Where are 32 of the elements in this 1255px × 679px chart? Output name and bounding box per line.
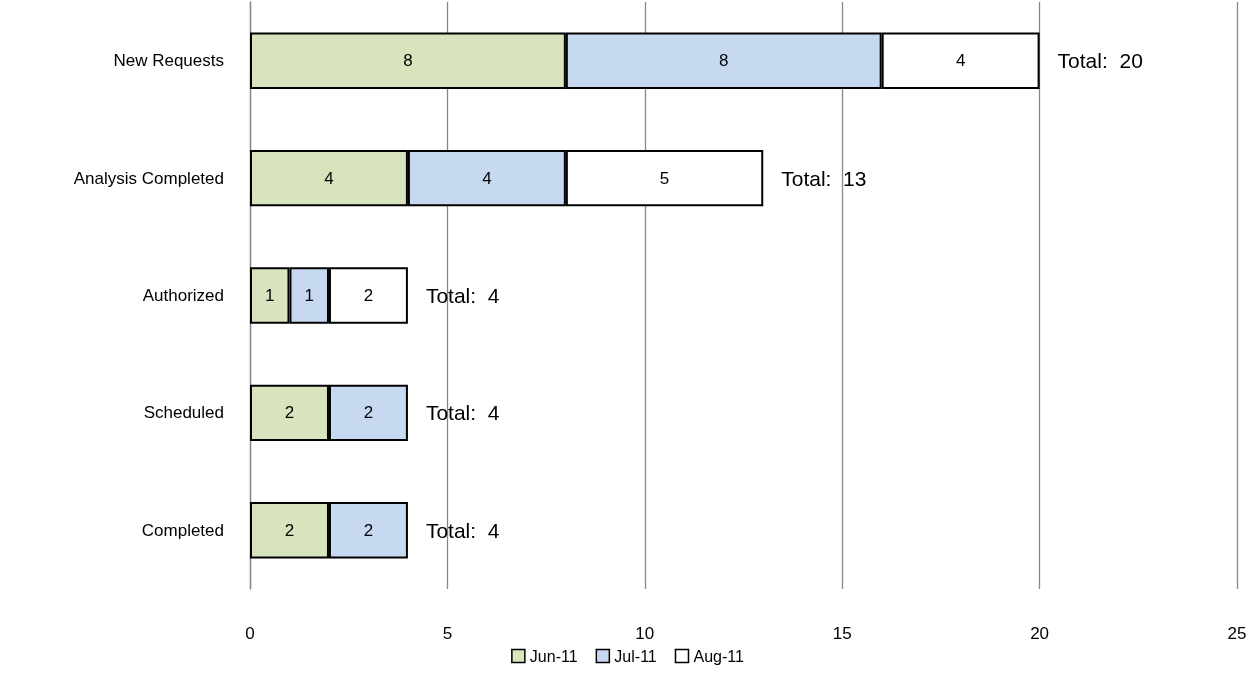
x-tick-label: 10: [635, 624, 655, 643]
total-label: Total: 4: [425, 518, 500, 542]
x-tick-label: 20: [1030, 624, 1050, 643]
y-tick-label: Authorized: [142, 286, 224, 305]
y-tick-label: New Requests: [113, 51, 224, 71]
total-label: Total: 20: [1057, 49, 1143, 73]
legend-label: Jun-11: [529, 647, 578, 665]
data-label: 8: [719, 51, 729, 71]
data-label: 8: [403, 51, 413, 71]
data-label: 1: [265, 286, 275, 305]
data-label: 4: [482, 168, 492, 188]
y-tick-label: Scheduled: [143, 403, 224, 423]
total-label: Total: 4: [425, 401, 500, 425]
legend-label: Aug-11: [693, 647, 744, 665]
total-label: Total: 13: [781, 166, 867, 190]
total-label: Total: 4: [425, 284, 500, 307]
data-label: 2: [284, 403, 295, 423]
data-label: 4: [955, 51, 966, 71]
x-tick-label: 15: [832, 624, 852, 643]
data-label: 5: [659, 168, 670, 188]
data-label: 2: [363, 403, 374, 423]
data-label: 2: [363, 520, 374, 540]
data-label: 1: [304, 286, 314, 305]
data-label: 4: [324, 168, 334, 188]
legend-label: Jul-11: [614, 647, 657, 665]
y-tick-label: Completed: [141, 520, 224, 540]
y-tick-label: Analysis Completed: [73, 168, 224, 188]
data-label: 2: [363, 286, 374, 305]
x-tick-label: 0: [245, 624, 255, 643]
x-tick-label: 25: [1227, 624, 1247, 643]
data-label: 2: [284, 520, 295, 540]
x-tick-label: 5: [442, 624, 453, 643]
